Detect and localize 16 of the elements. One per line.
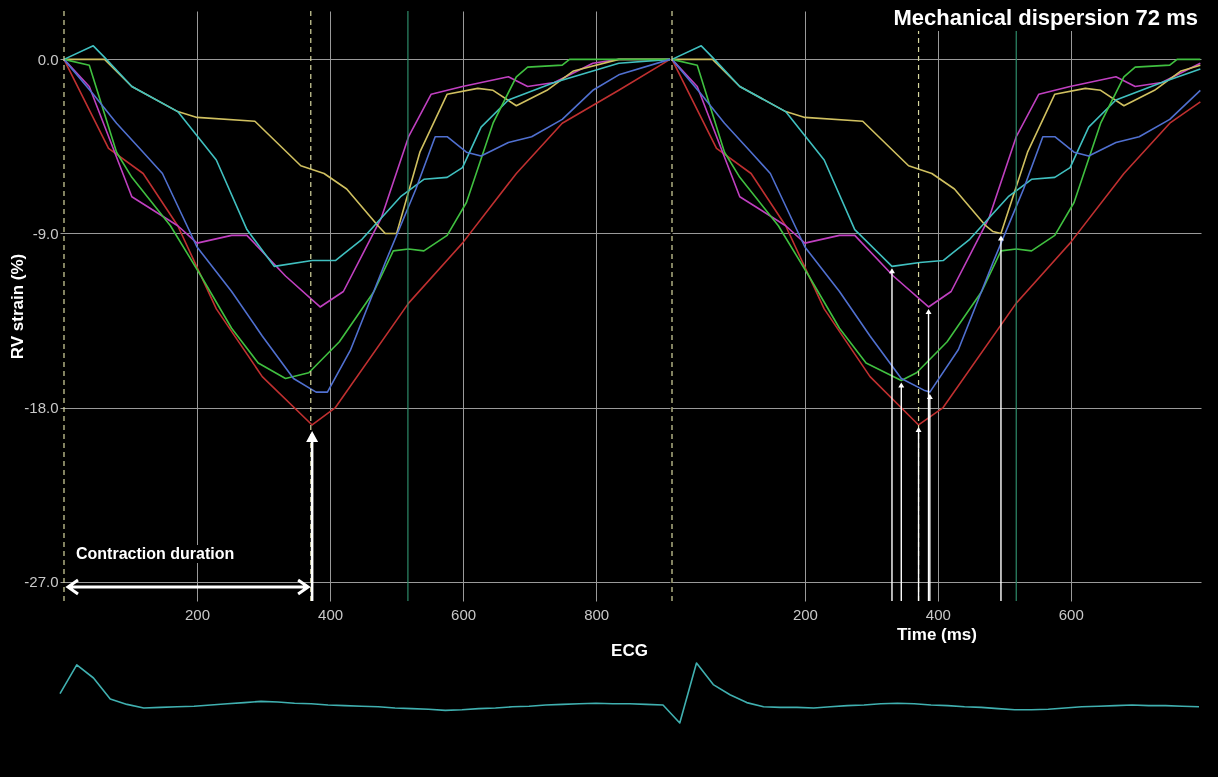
- x-tick-label: 600: [1058, 605, 1084, 623]
- annotation: Mechanical dispersion 72 ms: [889, 5, 1202, 31]
- x-tick-label: 200: [792, 605, 818, 623]
- y-tick-label: -9.0: [32, 224, 59, 242]
- y-tick-label: -18.0: [24, 399, 59, 417]
- chart-title: ECG: [611, 641, 648, 661]
- annotation: Contraction duration: [72, 545, 239, 563]
- x-tick-label: 200: [185, 605, 211, 623]
- x-tick-label: 400: [925, 605, 951, 623]
- y-axis-title: RV strain (%): [7, 253, 27, 360]
- x-axis-title: Time (ms): [897, 624, 977, 644]
- x-tick-label: 600: [451, 605, 477, 623]
- y-tick-label: 0.0: [37, 50, 59, 68]
- y-tick-label: -27.0: [24, 573, 59, 591]
- x-tick-label: 800: [584, 605, 610, 623]
- x-tick-label: 400: [318, 605, 344, 623]
